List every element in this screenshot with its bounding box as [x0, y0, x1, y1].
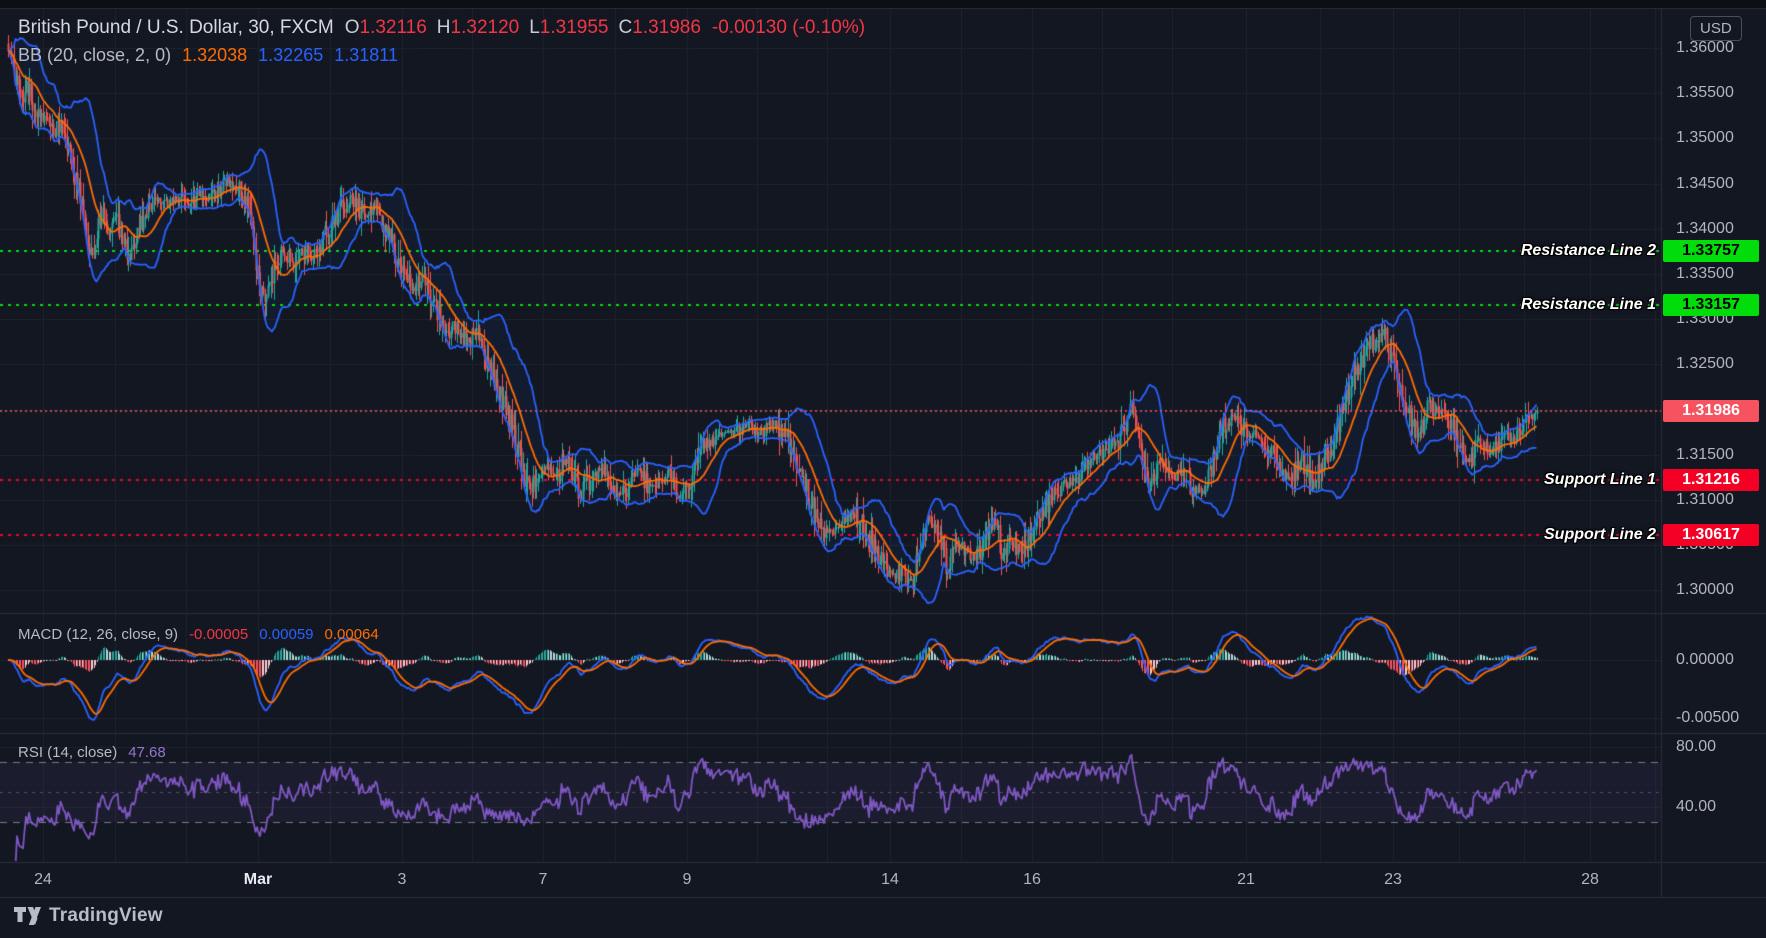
price-axis-label: 1.31500 — [1676, 445, 1734, 463]
price-axis-label: 1.35000 — [1676, 129, 1734, 147]
time-axis-label: 28 — [1581, 871, 1599, 888]
rsi-axis-label: 80.00 — [1676, 738, 1717, 755]
support-line-1-label[interactable]: Support Line 1 — [1544, 471, 1656, 489]
time-axis-label: 14 — [881, 871, 899, 888]
price-axis-label: 1.33500 — [1676, 265, 1734, 282]
price-axis-label: 1.32500 — [1676, 355, 1734, 373]
macd-axis-label: 0.00000 — [1676, 651, 1734, 668]
support-line-2-price-badge: 1.30617 — [1663, 523, 1759, 546]
price-axis-label: 1.35500 — [1676, 84, 1734, 102]
rsi-axis-label: 40.00 — [1676, 798, 1717, 815]
last-price-badge: 1.31986 — [1663, 399, 1759, 422]
time-axis-label: 9 — [682, 871, 692, 888]
price-axis-label: 1.31000 — [1676, 491, 1734, 508]
price-axis-label: 1.30000 — [1676, 581, 1734, 599]
time-axis-label: Mar — [243, 871, 273, 888]
currency-toggle[interactable]: USD — [1690, 16, 1742, 41]
tradingview-logo[interactable]: TradingView — [14, 905, 163, 927]
price-axis-label: 1.34000 — [1676, 219, 1734, 237]
price-axis-label: 1.36000 — [1676, 39, 1734, 56]
tradingview-icon — [14, 906, 41, 925]
time-axis-label: 23 — [1384, 871, 1402, 888]
price-axis-label: 1.34500 — [1676, 174, 1734, 192]
resistance-line-1-label[interactable]: Resistance Line 1 — [1520, 296, 1656, 313]
time-axis-label: 24 — [34, 871, 52, 888]
time-axis-label: 21 — [1237, 871, 1255, 888]
time-axis-label: 7 — [538, 871, 548, 888]
cropped-toolbar-strip — [0, 0, 1766, 8]
time-axis-label: 16 — [1023, 871, 1041, 888]
tradingview-wordmark: TradingView — [49, 905, 163, 926]
resistance-line-1-price-badge: 1.33157 — [1663, 294, 1759, 316]
resistance-line-2-price-badge: 1.33757 — [1663, 239, 1759, 262]
support-line-1-price-badge: 1.31216 — [1663, 469, 1759, 492]
support-line-2-label[interactable]: Support Line 2 — [1544, 525, 1656, 543]
resistance-line-2-label[interactable]: Resistance Line 2 — [1520, 241, 1656, 259]
time-axis-label: 3 — [397, 871, 407, 888]
macd-axis-label: -0.00500 — [1676, 709, 1740, 726]
